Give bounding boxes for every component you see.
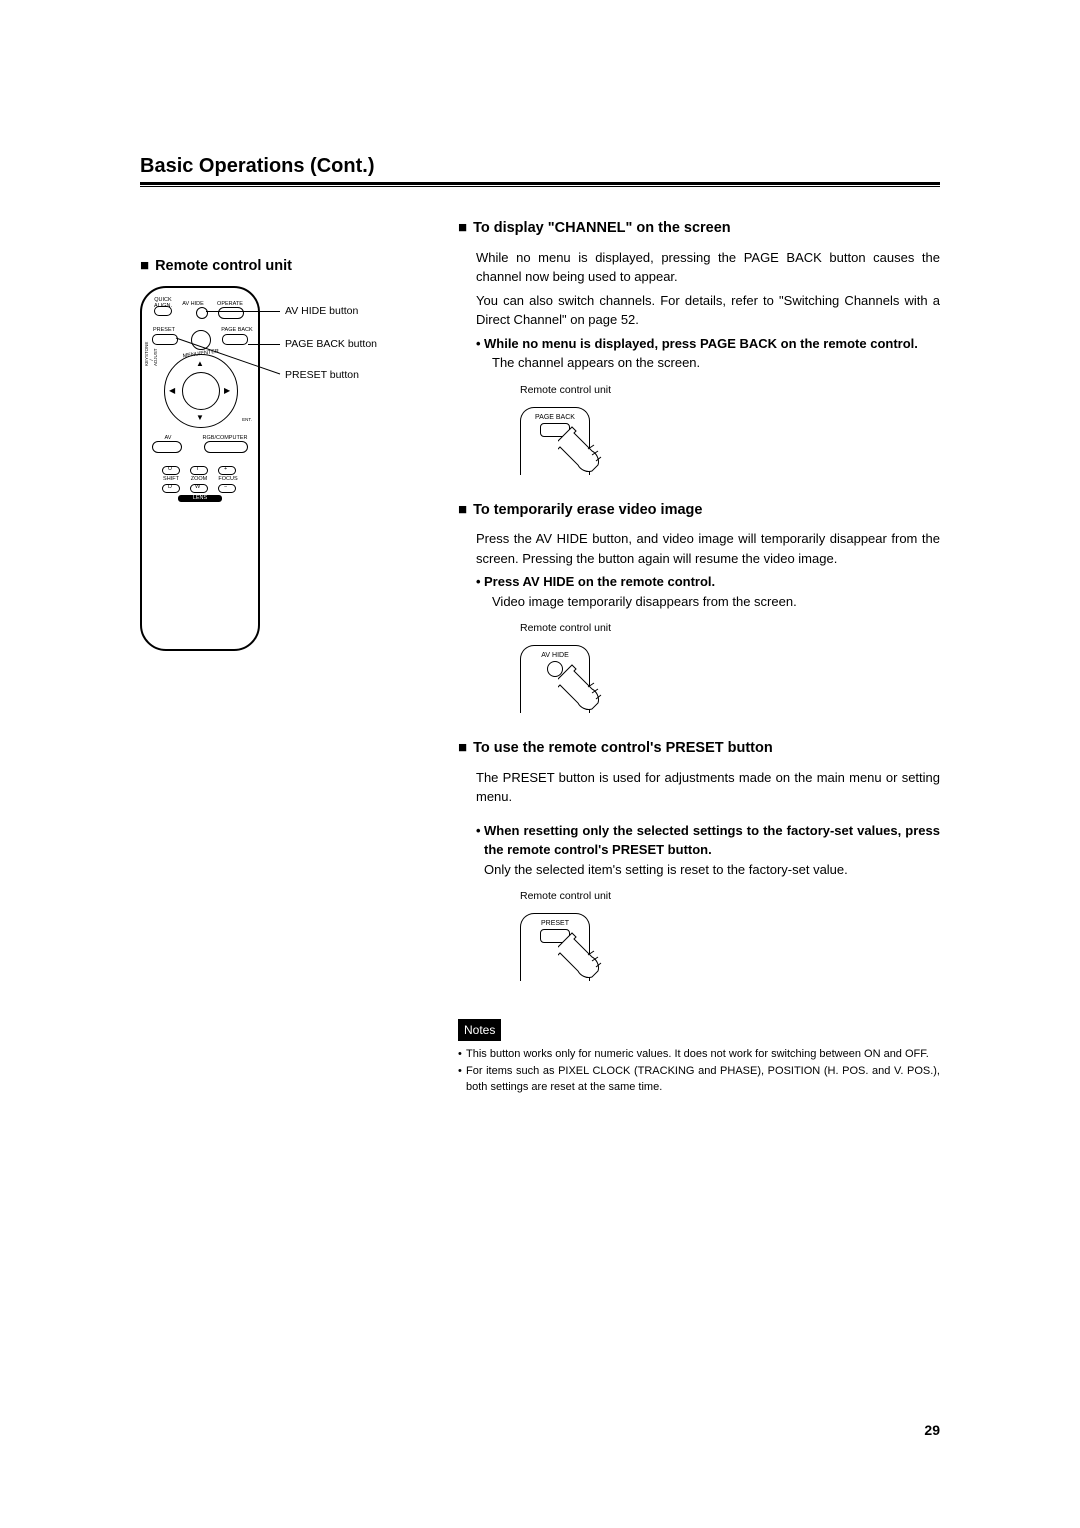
section3-inset-caption: Remote control unit (520, 889, 940, 905)
nav-left-icon: ◀ (169, 387, 175, 395)
rgb-button (204, 441, 248, 453)
label-t: T (196, 467, 199, 473)
section3-p1: The PRESET button is used for adjustment… (476, 768, 940, 807)
note-item: •This button works only for numeric valu… (458, 1047, 940, 1062)
label-focus: FOCUS (218, 477, 238, 483)
square-bullet-icon: ■ (458, 737, 467, 760)
nav-down-icon: ▼ (196, 414, 204, 422)
section1-inset-caption: Remote control unit (520, 383, 940, 399)
section2-sub: Video image temporarily disappears from … (492, 592, 940, 612)
note-item: •For items such as PIXEL CLOCK (TRACKING… (458, 1064, 940, 1095)
section2-inset: AV HIDE (520, 639, 628, 715)
label-ent: ENT. (240, 418, 254, 423)
section1-inset-btn-label: PAGE BACK (520, 413, 590, 424)
section3-bullet: • When resetting only the selected setti… (476, 821, 940, 860)
square-bullet-icon: ■ (458, 217, 467, 240)
remote-diagram: QUICK ALIGN. AV HIDE OPERATE PRESET PAGE… (140, 286, 430, 651)
av-hide-button (196, 307, 208, 319)
av-button (152, 441, 182, 453)
remote-heading-text: Remote control unit (155, 258, 292, 274)
page-number: 29 (924, 1422, 940, 1438)
section2-bullet-text: Press AV HIDE on the remote control. (484, 572, 715, 592)
section1-bullet: • While no menu is displayed, press PAGE… (476, 334, 940, 354)
section3-title: To use the remote control's PRESET butto… (473, 738, 773, 760)
section2-title: To temporarily erase video image (473, 500, 702, 522)
hand-pointer-icon (558, 425, 618, 475)
label-w: W (195, 485, 200, 491)
note-text-0: This button works only for numeric value… (466, 1047, 929, 1062)
square-bullet-icon: ■ (458, 499, 467, 522)
section2-bullet: • Press AV HIDE on the remote control. (476, 572, 940, 592)
label-shift: SHIFT (162, 477, 180, 483)
hand-pointer-icon (558, 931, 618, 981)
notes-list: •This button works only for numeric valu… (458, 1047, 940, 1095)
section1-inset: PAGE BACK (520, 401, 628, 477)
label-u: U (168, 467, 172, 473)
remote-heading: ■ Remote control unit (140, 257, 430, 274)
hand-pointer-icon (558, 663, 618, 713)
section3-sub: Only the selected item's setting is rese… (484, 860, 940, 880)
notes-label: Notes (458, 1019, 501, 1041)
section1-bullet-text: While no menu is displayed, press PAGE B… (484, 334, 918, 354)
section2-inset-btn-label: AV HIDE (520, 651, 590, 662)
quick-align-button (154, 306, 172, 316)
label-minus: − (224, 485, 227, 491)
section2-inset-caption: Remote control unit (520, 621, 940, 637)
label-preset: PRESET (152, 328, 176, 334)
preset-button (152, 334, 178, 345)
section3-bullet-text: When resetting only the selected setting… (484, 821, 940, 860)
note-text-1: For items such as PIXEL CLOCK (TRACKING … (466, 1064, 940, 1095)
section1-title: To display "CHANNEL" on the screen (473, 218, 731, 240)
section1-sub: The channel appears on the screen. (492, 353, 940, 373)
operate-button (218, 307, 244, 319)
section2-p1: Press the AV HIDE button, and video imag… (476, 529, 940, 568)
page-title: Basic Operations (Cont.) (140, 155, 940, 178)
callout-av-hide: AV HIDE button (285, 305, 358, 317)
section1-p2: You can also switch channels. For detail… (476, 291, 940, 330)
label-plus: + (224, 467, 227, 473)
section2-head: ■ To temporarily erase video image (458, 499, 940, 522)
label-lens: LENS (178, 496, 222, 502)
label-zoom: ZOOM (190, 477, 208, 483)
nav-right-icon: ▶ (224, 387, 230, 395)
title-rule (140, 182, 940, 187)
label-d: D (168, 485, 172, 491)
section3-head: ■ To use the remote control's PRESET but… (458, 737, 940, 760)
square-bullet-icon: ■ (140, 257, 149, 274)
callout-line-preset (176, 338, 286, 378)
label-keystone: KEYSTONE / ADJUST (145, 354, 159, 366)
label-page-back: PAGE BACK (220, 328, 254, 334)
section3-inset: PRESET (520, 907, 628, 983)
callout-preset: PRESET button (285, 369, 359, 381)
section1-head: ■ To display "CHANNEL" on the screen (458, 217, 940, 240)
section1-p1: While no menu is displayed, pressing the… (476, 248, 940, 287)
section3-inset-btn-label: PRESET (520, 919, 590, 930)
callout-page-back: PAGE BACK button (285, 338, 377, 350)
callout-line-avhide (206, 311, 280, 312)
